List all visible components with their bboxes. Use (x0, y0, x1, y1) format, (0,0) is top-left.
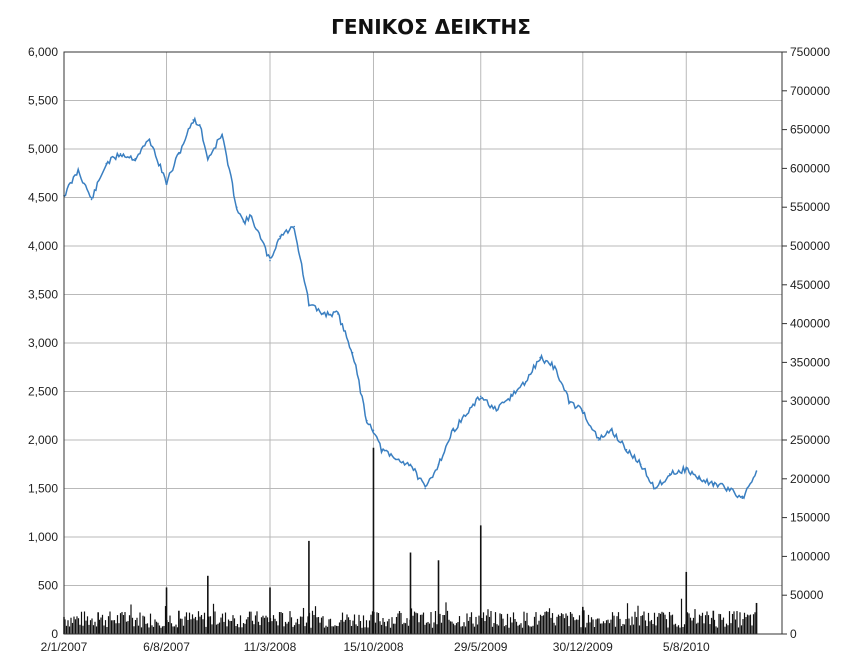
index-point (105, 162, 108, 165)
index-point (755, 470, 758, 472)
y-right-tick-label: 50000 (790, 588, 824, 602)
index-point (394, 458, 397, 461)
index-point (510, 395, 512, 398)
index-point (77, 169, 80, 172)
index-point (698, 478, 700, 480)
index-point (727, 487, 729, 490)
index-point (668, 473, 671, 475)
index-point (165, 182, 168, 184)
index-point (322, 313, 324, 315)
index-point (308, 303, 310, 306)
y-right-tick-label: 650000 (790, 123, 830, 137)
y-left-tick-label: 2,000 (28, 433, 58, 447)
index-point (178, 153, 180, 155)
y-right-tick-label: 550000 (790, 200, 830, 214)
index-point (452, 429, 455, 432)
index-point (269, 259, 271, 262)
index-point (568, 400, 570, 403)
tick-labels: 0 500 1,000 1,500 2,000 2,500 3,000 3,500 4,000 4… (28, 45, 830, 654)
chart-title: ΓΕΝΙΚΟΣ ΔΕΙΚΤΗΣ (331, 15, 531, 39)
index-point (148, 138, 151, 141)
index-point (625, 448, 628, 451)
y-left-tick-label: 1,500 (28, 482, 58, 496)
grid (64, 51, 782, 635)
y-right-tick-label: 250000 (790, 433, 830, 447)
index-point (207, 157, 209, 160)
y-right-tick-label: 450000 (790, 278, 830, 292)
x-tick-label: 30/12/2009 (553, 640, 613, 654)
index-point (90, 198, 93, 201)
y-left-tick-label: 2,500 (28, 385, 58, 399)
x-tick-label: 29/5/2009 (454, 640, 508, 654)
index-point (372, 429, 375, 432)
y-right-tick-label: 750000 (790, 45, 830, 59)
index-point (741, 497, 744, 500)
index-point (712, 482, 715, 485)
index-point (134, 157, 136, 160)
y-left-tick-label: 6,000 (28, 45, 58, 59)
index-point (279, 235, 281, 238)
axes (63, 51, 787, 635)
plot-frame (63, 51, 783, 635)
y-right-tick-label: 700000 (790, 84, 830, 98)
index-point (610, 429, 613, 432)
y-right-tick-label: 0 (790, 627, 797, 641)
y-left-tick-label: 4,000 (28, 239, 58, 253)
y-left-tick-label: 3,000 (28, 336, 58, 350)
index-point (654, 487, 657, 490)
y-left-tick-label: 0 (51, 627, 58, 641)
index-point (639, 463, 642, 466)
y-right-tick-label: 200000 (790, 472, 830, 486)
y-right-tick-label: 600000 (790, 161, 830, 175)
index-point (119, 153, 122, 155)
index-point (192, 119, 194, 121)
index-point (351, 351, 354, 354)
y-right-tick-label: 500000 (790, 239, 830, 253)
index-point (250, 216, 253, 218)
index-line-path (63, 116, 758, 500)
index-point (479, 395, 482, 398)
index-point (409, 463, 412, 466)
index-line (63, 116, 758, 500)
x-tick-label: 15/10/2008 (343, 640, 403, 654)
index-point (235, 206, 238, 208)
y-left-tick-label: 5,000 (28, 142, 58, 156)
index-point (553, 366, 556, 369)
y-right-tick-label: 300000 (790, 394, 830, 408)
y-left-tick-label: 3,500 (28, 288, 58, 302)
x-tick-label: 2/1/2007 (41, 640, 88, 654)
x-tick-label: 5/8/2010 (663, 640, 710, 654)
index-point (242, 220, 245, 223)
y-left-tick-label: 500 (38, 579, 58, 593)
y-left-tick-label: 1,000 (28, 530, 58, 544)
index-point (581, 410, 584, 412)
index-point (597, 439, 600, 441)
index-point (337, 313, 339, 315)
x-tick-label: 6/8/2007 (143, 640, 190, 654)
index-point (366, 419, 368, 422)
index-point (525, 381, 527, 383)
index-point (380, 448, 383, 451)
volume-bars (63, 447, 758, 634)
y-left-tick-label: 4,500 (28, 191, 58, 205)
index-point (424, 487, 427, 490)
y-left-tick-label: 5,500 (28, 94, 58, 108)
y-right-tick-label: 100000 (790, 549, 830, 563)
index-point (539, 356, 541, 359)
index-point (198, 123, 201, 126)
y-right-tick-label: 150000 (790, 511, 830, 525)
index-point (293, 225, 296, 228)
x-tick-label: 11/3/2008 (244, 640, 297, 654)
index-point (685, 468, 688, 470)
index-point (221, 133, 223, 136)
index-point (495, 410, 498, 412)
y-right-tick-label: 350000 (790, 355, 830, 369)
index-point (437, 463, 440, 466)
y-right-tick-label: 400000 (790, 317, 830, 331)
